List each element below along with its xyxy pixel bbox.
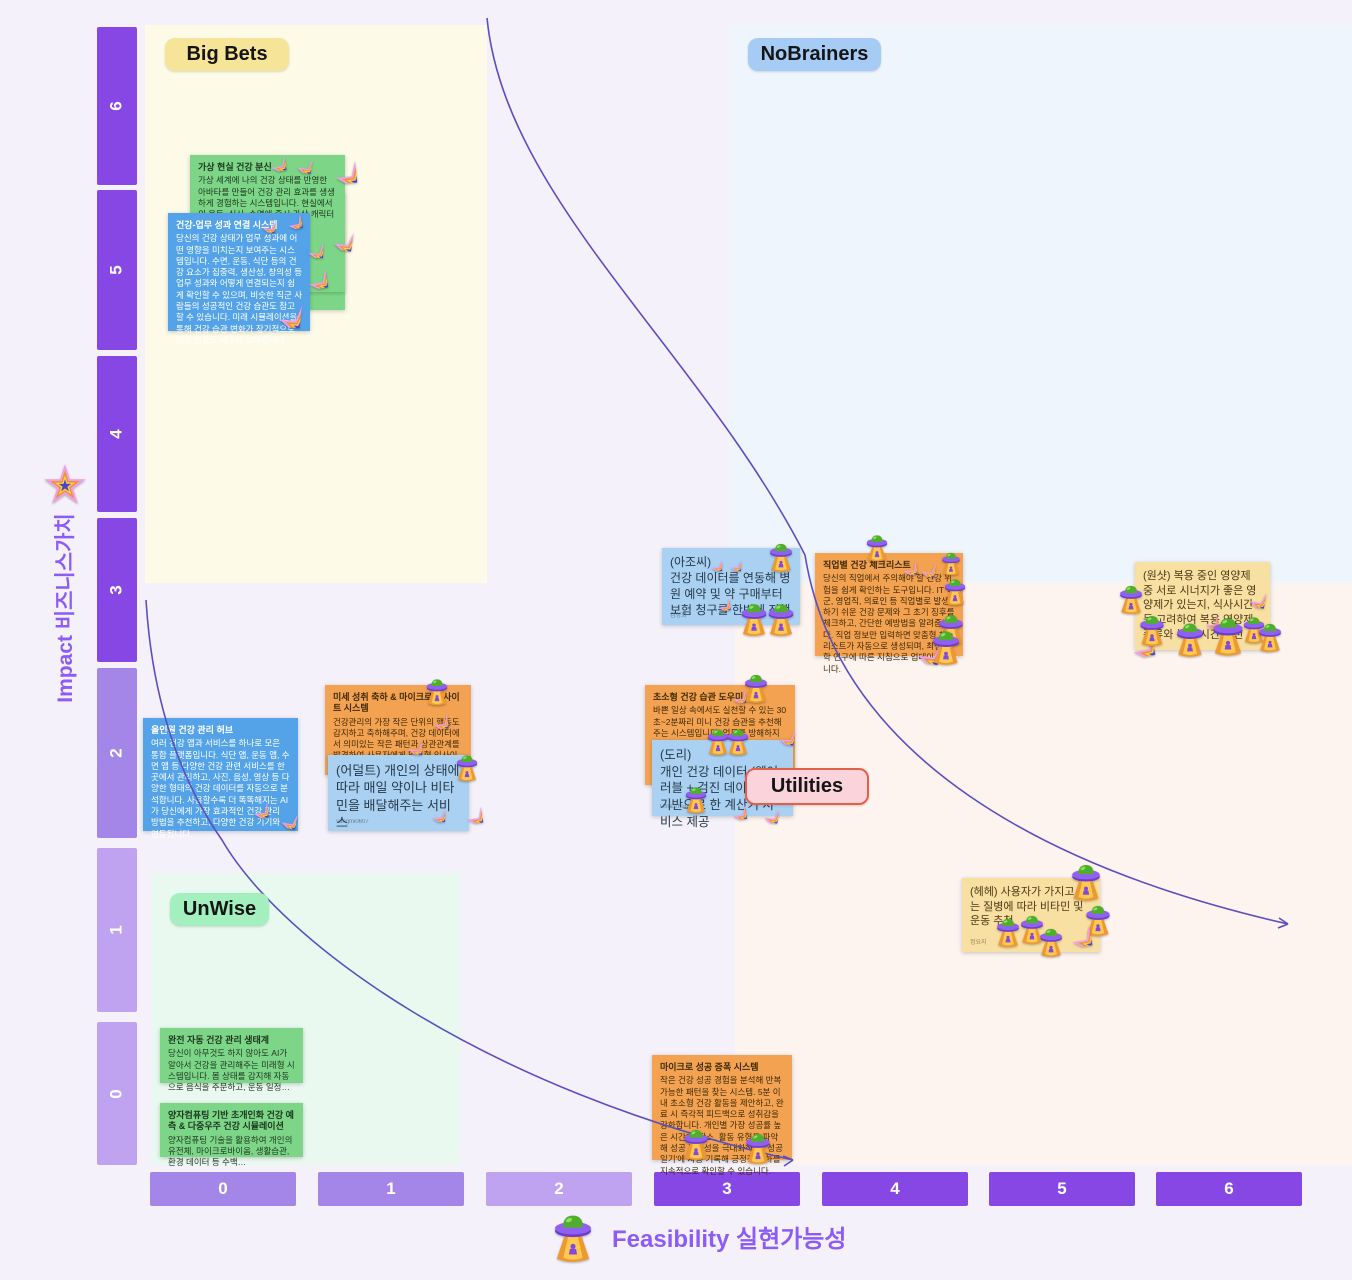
quadrant-label-nobrainers[interactable]: NoBrainers xyxy=(748,38,881,71)
quadrant-label-text: Utilities xyxy=(770,775,844,797)
impact-star-stamp[interactable] xyxy=(254,278,305,329)
impact-star-stamp[interactable] xyxy=(761,710,796,745)
feasibility-ufo-stamp[interactable] xyxy=(1255,619,1285,654)
quadrant-label-text: Big Bets xyxy=(186,43,268,65)
nobrainers-zone xyxy=(729,25,1352,583)
x-axis-tick-label: 1 xyxy=(386,1179,396,1198)
y-axis-tick-label: 0 xyxy=(107,1088,126,1099)
impact-star-stamp[interactable] xyxy=(1230,569,1269,608)
feasibility-ufo-stamp[interactable] xyxy=(1136,611,1168,648)
impact-star-stamp[interactable] xyxy=(445,789,483,827)
quadrant-label-big-bets[interactable]: Big Bets xyxy=(165,38,289,71)
note-author: 김성희 xyxy=(670,613,687,620)
note-author: sungmi0607 xyxy=(336,819,369,826)
x-axis-block-3: 3 xyxy=(654,1172,800,1206)
impact-star-stamp[interactable] xyxy=(713,789,747,823)
note-body: 당신의 건강 상태가 업무 성과에 어떤 영향을 미치는지 보여주는 시스템입니… xyxy=(176,233,303,345)
feasibility-ufo-stamp[interactable] xyxy=(742,1129,774,1166)
y-axis-block-2: 2 xyxy=(97,668,137,838)
feasibility-ufo-stamp[interactable] xyxy=(993,914,1023,949)
x-axis-block-1: 1 xyxy=(318,1172,464,1206)
note-title: 가상 현실 건강 분신 xyxy=(198,162,272,172)
note-author: 정요지 xyxy=(970,940,987,947)
x-axis-tick-label: 6 xyxy=(1224,1179,1234,1198)
x-axis-title: Feasibility 실현가능성 xyxy=(612,1226,847,1253)
x-axis-legend: Feasibility 실현가능성 xyxy=(548,1208,846,1265)
y-axis-block-4: 4 xyxy=(97,356,137,512)
y-axis-tick-label: 5 xyxy=(107,265,126,275)
impact-star-stamp[interactable] xyxy=(717,547,741,571)
quadrant-label-text: UnWise xyxy=(182,898,257,920)
note-title: 올인원 건강 관리 허브 xyxy=(151,725,234,735)
feasibility-ufo-stamp[interactable] xyxy=(764,599,798,638)
note-title: 완전 자동 건강 관리 생태계 xyxy=(168,1035,270,1045)
feasibility-ufo-stamp[interactable] xyxy=(1172,618,1208,659)
quadrant-label-unwise[interactable]: UnWise xyxy=(170,893,269,926)
note-title: 양자컴퓨팅 기반 초개인화 건강 예측 & 다중우주 건강 시뮬레이션 xyxy=(168,1110,294,1132)
x-axis-tick-label: 2 xyxy=(554,1179,564,1198)
y-axis-block-3: 3 xyxy=(97,518,137,662)
y-axis-tick-label: 4 xyxy=(107,429,126,439)
note-body: 당신이 아무것도 하지 않아도 AI가 알아서 건강을 관리해주는 미래형 시스… xyxy=(168,1048,295,1093)
feasibility-ufo-stamp[interactable] xyxy=(766,539,796,574)
feasibility-ufo-stamp[interactable] xyxy=(682,783,710,815)
feasibility-ufo-stamp[interactable] xyxy=(941,575,969,607)
feasibility-ufo-stamp[interactable] xyxy=(1067,859,1105,903)
impact-star-stamp[interactable] xyxy=(390,721,424,755)
x-axis-block-4: 4 xyxy=(822,1172,968,1206)
x-axis-tick-label: 0 xyxy=(218,1179,228,1198)
y-axis-tick-label: 1 xyxy=(107,925,126,935)
note-title: 건강-업무 성과 연결 시스템 xyxy=(176,220,278,230)
x-axis-tick-label: 3 xyxy=(722,1179,732,1198)
quadrant-label-text: NoBrainers xyxy=(760,43,869,65)
x-axis-block-2: 2 xyxy=(486,1172,632,1206)
note-body: 양자컴퓨팅 기술을 활용하여 개인의 유전체, 마이크로바이옴, 생활습관, 환… xyxy=(168,1134,293,1168)
impact-star-stamp[interactable] xyxy=(701,584,730,613)
x-axis-block-0: 0 xyxy=(150,1172,296,1206)
feasibility-ufo-stamp[interactable] xyxy=(928,626,964,667)
feasibility-ufo-stamp[interactable] xyxy=(724,725,752,757)
x-axis-tick-label: 5 xyxy=(1057,1179,1067,1198)
impact-star-icon xyxy=(42,463,88,509)
sticky-note-quantum-sim[interactable]: 양자컴퓨팅 기반 초개인화 건강 예측 & 다중우주 건강 시뮬레이션 양자컴퓨팅… xyxy=(160,1103,303,1167)
impact-star-stamp[interactable] xyxy=(905,545,938,578)
quadrant-label-utilities[interactable]: Utilities xyxy=(745,768,869,805)
feasibility-ufo-stamp[interactable] xyxy=(680,1125,712,1162)
y-axis-block-0: 0 xyxy=(97,1022,137,1165)
impact-star-stamp[interactable] xyxy=(417,794,445,822)
feasibility-ufo-stamp[interactable] xyxy=(939,549,963,577)
y-axis-tick-label: 6 xyxy=(107,101,126,111)
x-axis-block-6: 6 xyxy=(1156,1172,1302,1206)
feasibility-ufo-icon xyxy=(548,1208,598,1265)
y-axis-block-6: 6 xyxy=(97,27,137,185)
impact-star-stamp[interactable] xyxy=(233,785,268,820)
feasibility-ufo-stamp[interactable] xyxy=(741,670,771,705)
impact-star-stamp[interactable] xyxy=(263,792,300,829)
impact-star-stamp[interactable] xyxy=(307,137,358,188)
y-axis-block-5: 5 xyxy=(97,190,137,350)
y-axis-tick-label: 2 xyxy=(107,748,126,758)
y-axis-title: Impact 비즈니스가치 xyxy=(54,513,77,703)
feasibility-ufo-stamp[interactable] xyxy=(453,751,481,783)
y-axis-block-1: 1 xyxy=(97,848,137,1012)
note-title: 마이크로 성공 증폭 시스템 xyxy=(660,1062,759,1072)
y-axis-tick-label: 3 xyxy=(107,585,126,595)
x-axis-tick-label: 4 xyxy=(890,1179,900,1198)
x-axis-block-5: 5 xyxy=(989,1172,1135,1206)
